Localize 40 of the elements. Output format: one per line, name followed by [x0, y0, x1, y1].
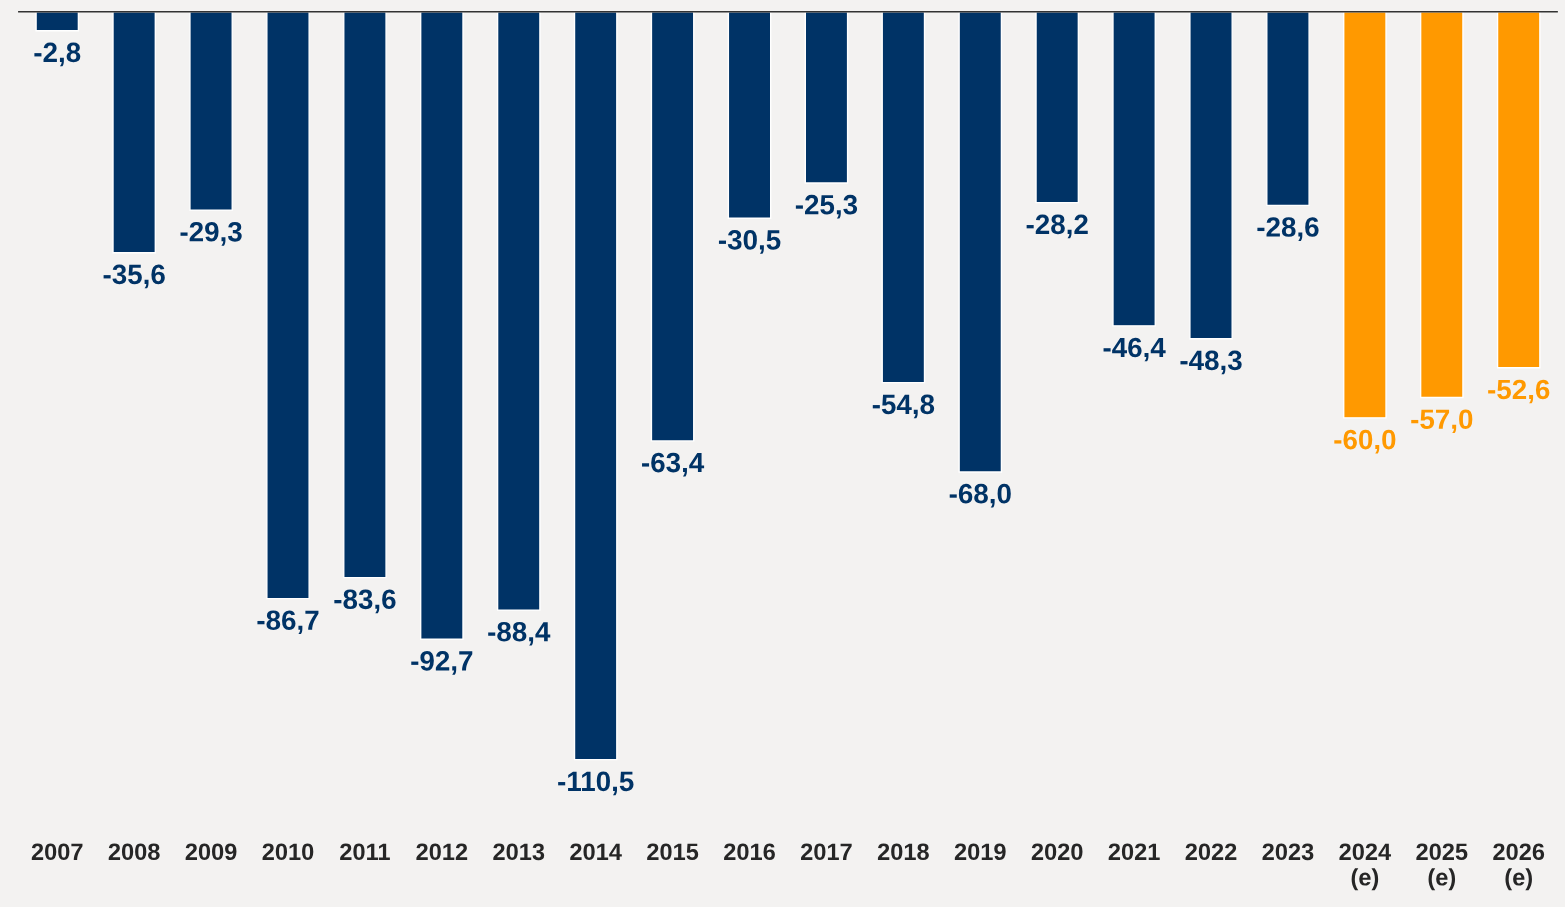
- data-label: -2,8: [34, 42, 81, 67]
- x-tick-label: 2014: [570, 843, 622, 861]
- data-label: -48,3: [1180, 350, 1242, 375]
- data-label: -110,5: [558, 771, 634, 796]
- x-tick-label: 2007: [31, 843, 83, 861]
- data-label: -83,6: [334, 589, 396, 614]
- data-label: -57,0: [1411, 409, 1473, 434]
- data-label: -52,6: [1488, 379, 1550, 404]
- data-label: -86,7: [257, 610, 319, 635]
- x-tick-label: 2018: [877, 843, 929, 861]
- x-tick-label: 2025 (e): [1416, 843, 1468, 891]
- x-tick-label: 2010: [262, 843, 314, 861]
- data-label: -25,3: [795, 194, 858, 219]
- x-tick-label: 2023: [1262, 843, 1314, 861]
- data-label: -60,0: [1334, 429, 1396, 454]
- x-tick-label: 2024 (e): [1339, 843, 1392, 891]
- x-tick-label: 2021: [1108, 843, 1160, 861]
- data-label: -28,6: [1257, 217, 1319, 241]
- data-label: -28,2: [1026, 214, 1088, 239]
- x-tick-label: 2012: [416, 843, 468, 861]
- data-label: -88,4: [488, 621, 551, 646]
- data-label: -29,3: [180, 221, 242, 246]
- x-tick-label: 2013: [493, 843, 545, 861]
- data-label: -63,4: [642, 452, 705, 477]
- data-label: -68,0: [949, 483, 1011, 508]
- x-tick-label: 2011: [340, 843, 390, 861]
- x-tick-label: 2017: [801, 843, 852, 861]
- x-tick-label: 2026 (e): [1493, 843, 1545, 891]
- x-tick-label: 2015: [647, 843, 699, 861]
- x-tick-label: 2022: [1185, 843, 1237, 861]
- data-label: -92,7: [411, 651, 473, 675]
- x-tick-label: 2008: [108, 843, 160, 861]
- data-label: -46,4: [1103, 337, 1166, 362]
- x-tick-label: 2016: [724, 843, 775, 861]
- data-label: -35,6: [103, 264, 165, 289]
- data-label: -30,5: [718, 230, 781, 254]
- x-tick-label: 2020: [1031, 843, 1083, 861]
- data-label: -54,8: [872, 394, 935, 419]
- x-tick-label: 2019: [954, 843, 1006, 861]
- x-tick-label: 2009: [185, 843, 237, 861]
